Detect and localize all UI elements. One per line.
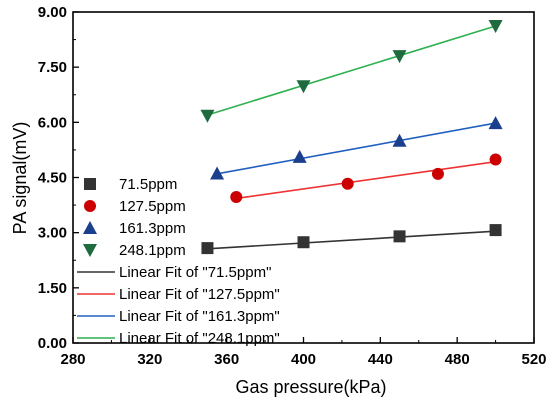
x-tick-label: 520 xyxy=(521,351,546,368)
data-point-series-4 xyxy=(296,80,311,94)
x-tick-label: 480 xyxy=(445,351,470,368)
data-point-series-2 xyxy=(341,177,354,190)
data-point-series-2 xyxy=(230,190,243,203)
x-tick-label: 440 xyxy=(368,351,393,368)
legend-fit-label-2: Linear Fit of "127.5ppm" xyxy=(119,286,280,303)
y-axis-title: PA signal(mV) xyxy=(10,122,30,235)
data-point-series-4 xyxy=(392,50,407,64)
legend: 71.5ppm 127.5ppm 161.3ppm 248.1ppm Linear Fi… xyxy=(77,176,280,347)
y-tick-label: 6.00 xyxy=(38,114,67,131)
data-point-series-1 xyxy=(297,236,310,249)
x-axis-title: Gas pressure(kPa) xyxy=(235,377,386,397)
legend-label-2: 127.5ppm xyxy=(119,198,186,215)
fit-line-1 xyxy=(207,230,496,250)
data-point-series-4 xyxy=(200,109,215,123)
data-point-series-3 xyxy=(392,133,407,147)
data-point-series-3 xyxy=(210,166,225,180)
legend-fit-label-4: Linear Fit of "248.1ppm" xyxy=(119,330,280,347)
legend-fit-label-3: Linear Fit of "161.3ppm" xyxy=(119,308,280,325)
data-point-series-2 xyxy=(489,153,502,166)
legend-marker-3 xyxy=(83,221,97,234)
x-tick-label: 400 xyxy=(291,351,316,368)
fit-line-2 xyxy=(236,160,496,200)
y-tick-label: 3.00 xyxy=(38,225,67,242)
fit-line-3 xyxy=(216,122,496,175)
data-point-series-1 xyxy=(201,242,214,255)
legend-label-1: 71.5ppm xyxy=(119,176,177,193)
y-tick-label: 9.00 xyxy=(38,4,67,21)
legend-marker-1 xyxy=(84,178,96,190)
y-tick-label: 1.50 xyxy=(38,280,67,297)
data-point-series-2 xyxy=(431,167,444,180)
legend-marker-2 xyxy=(84,200,96,212)
y-tick-label: 4.50 xyxy=(38,170,67,187)
data-point-series-1 xyxy=(393,230,406,243)
legend-marker-4 xyxy=(83,244,97,257)
legend-fit-label-1: Linear Fit of "71.5ppm" xyxy=(119,264,271,281)
legend-label-3: 161.3ppm xyxy=(119,220,186,237)
x-tick-label: 320 xyxy=(137,351,162,368)
y-tick-label: 7.50 xyxy=(38,59,67,76)
x-tick-label: 280 xyxy=(60,351,85,368)
data-point-series-3 xyxy=(488,116,503,130)
data-point-series-3 xyxy=(292,149,307,163)
fit-line-4 xyxy=(207,25,496,116)
data-point-series-1 xyxy=(489,224,502,237)
data-point-series-4 xyxy=(488,19,503,33)
plot-layer: 280 320 360 400 440 480 520 0.00 1.50 3.00 4.50 6.0… xyxy=(38,4,547,368)
x-tick-label: 360 xyxy=(214,351,239,368)
legend-label-4: 248.1ppm xyxy=(119,242,186,259)
y-tick-label: 0.00 xyxy=(38,335,67,352)
